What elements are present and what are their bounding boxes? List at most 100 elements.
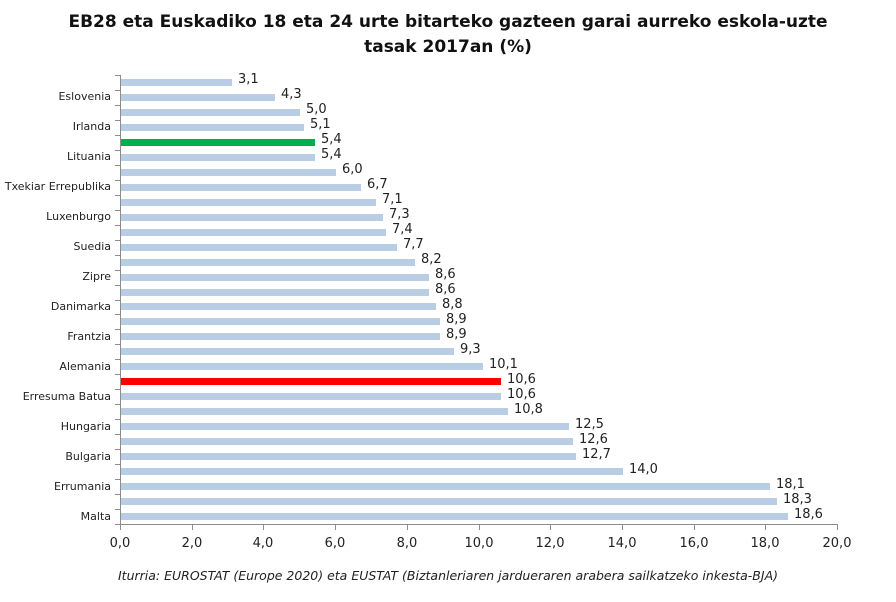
bar-value-label: 10,6 (507, 387, 536, 402)
bar-value-label: 18,3 (783, 492, 812, 507)
bar-value-label: 6,7 (367, 177, 388, 192)
x-axis-tick-label: 0,0 (109, 536, 131, 551)
bar (121, 483, 770, 490)
y-axis-tick (115, 105, 120, 106)
y-axis-tick (115, 255, 120, 256)
bar-value-label: 6,0 (342, 162, 363, 177)
y-axis-tick (115, 90, 120, 91)
x-axis-tick (765, 524, 766, 530)
bar-value-label: 10,1 (489, 357, 518, 372)
bar-value-label: 8,6 (435, 282, 456, 297)
x-axis-tick (263, 524, 264, 530)
x-axis-tick (837, 524, 838, 530)
bar-value-label: 5,4 (321, 132, 342, 147)
x-axis-tick (479, 524, 480, 530)
bar-value-label: 10,8 (514, 402, 543, 417)
y-axis-tick (115, 344, 120, 345)
y-axis-tick (115, 389, 120, 390)
category-label: Errumania (54, 480, 111, 493)
x-axis-tick-label: 18,0 (750, 536, 780, 551)
y-axis-tick (115, 195, 120, 196)
bar-value-label: 8,8 (442, 297, 463, 312)
y-axis-tick (115, 120, 120, 121)
x-axis-tick (550, 524, 551, 530)
y-axis-tick (115, 314, 120, 315)
bar (121, 184, 361, 191)
chart-title: EB28 eta Euskadiko 18 eta 24 urte bitart… (0, 10, 896, 60)
bar (121, 348, 454, 355)
bar (121, 244, 397, 251)
category-label: Lituania (67, 150, 111, 163)
y-axis-tick (115, 494, 120, 495)
bar-value-label: 14,0 (629, 462, 658, 477)
category-label: Txekiar Errepublika (4, 180, 111, 193)
category-label: Frantzia (67, 330, 111, 343)
bar (121, 393, 501, 400)
bar-value-label: 5,0 (306, 102, 327, 117)
source-note: Iturria: EUROSTAT (Europe 2020) eta EUST… (118, 568, 778, 583)
category-label: Hungaria (60, 420, 111, 433)
y-axis-tick (115, 509, 120, 510)
category-label: Eslovenia (58, 90, 111, 103)
x-axis-tick-label: 10,0 (464, 536, 494, 551)
y-axis-tick (115, 180, 120, 181)
bar (121, 498, 777, 505)
bar-value-label: 8,2 (421, 252, 442, 267)
y-axis-tick (115, 270, 120, 271)
category-label: Alemania (59, 360, 111, 373)
x-axis-tick (192, 524, 193, 530)
y-axis-tick (115, 150, 120, 151)
category-label: Luxenburgo (46, 210, 111, 223)
x-axis-tick-label: 6,0 (324, 536, 346, 551)
category-label: Erresuma Batua (22, 390, 111, 403)
bar-value-label: 4,3 (281, 87, 302, 102)
y-axis-tick (115, 329, 120, 330)
bar-value-label: 18,6 (794, 507, 823, 522)
x-axis-tick (335, 524, 336, 530)
y-axis-tick (115, 135, 120, 136)
bar (121, 438, 573, 445)
bar-value-label: 7,1 (382, 192, 403, 207)
bar (121, 453, 576, 460)
bar (121, 214, 383, 221)
bar (121, 363, 483, 370)
y-axis-tick (115, 479, 120, 480)
y-axis-tick (115, 285, 120, 286)
bar (121, 378, 501, 385)
bar (121, 333, 440, 340)
y-axis-tick (115, 359, 120, 360)
x-axis-tick-label: 8,0 (396, 536, 418, 551)
bar (121, 109, 300, 116)
chart-title-line-1: EB28 eta Euskadiko 18 eta 24 urte bitart… (68, 12, 828, 32)
bar (121, 408, 508, 415)
bar (121, 318, 440, 325)
bar-value-label: 12,7 (582, 447, 611, 462)
bar-value-label: 12,5 (575, 417, 604, 432)
bar-value-label: 12,6 (579, 432, 608, 447)
bar (121, 303, 436, 310)
x-axis-tick-label: 14,0 (607, 536, 637, 551)
bar-value-label: 10,6 (507, 372, 536, 387)
y-axis-tick (115, 449, 120, 450)
x-axis-tick-label: 16,0 (679, 536, 709, 551)
bar (121, 124, 304, 131)
bar-value-label: 9,3 (460, 342, 481, 357)
bar (121, 94, 275, 101)
y-axis-tick (115, 300, 120, 301)
bar-value-label: 7,4 (392, 222, 413, 237)
bar-value-label: 7,7 (403, 237, 424, 252)
y-axis-tick (115, 75, 120, 76)
bar (121, 79, 232, 86)
category-label: Malta (80, 510, 111, 523)
category-label: Danimarka (50, 300, 111, 313)
bar-value-label: 8,9 (446, 327, 467, 342)
y-axis-tick (115, 464, 120, 465)
x-axis-tick (407, 524, 408, 530)
bar (121, 229, 386, 236)
x-axis-tick-label: 12,0 (535, 536, 565, 551)
category-label: Suedia (73, 240, 111, 253)
y-axis-tick (115, 524, 120, 525)
bar-value-label: 18,1 (776, 477, 805, 492)
y-axis-tick (115, 225, 120, 226)
